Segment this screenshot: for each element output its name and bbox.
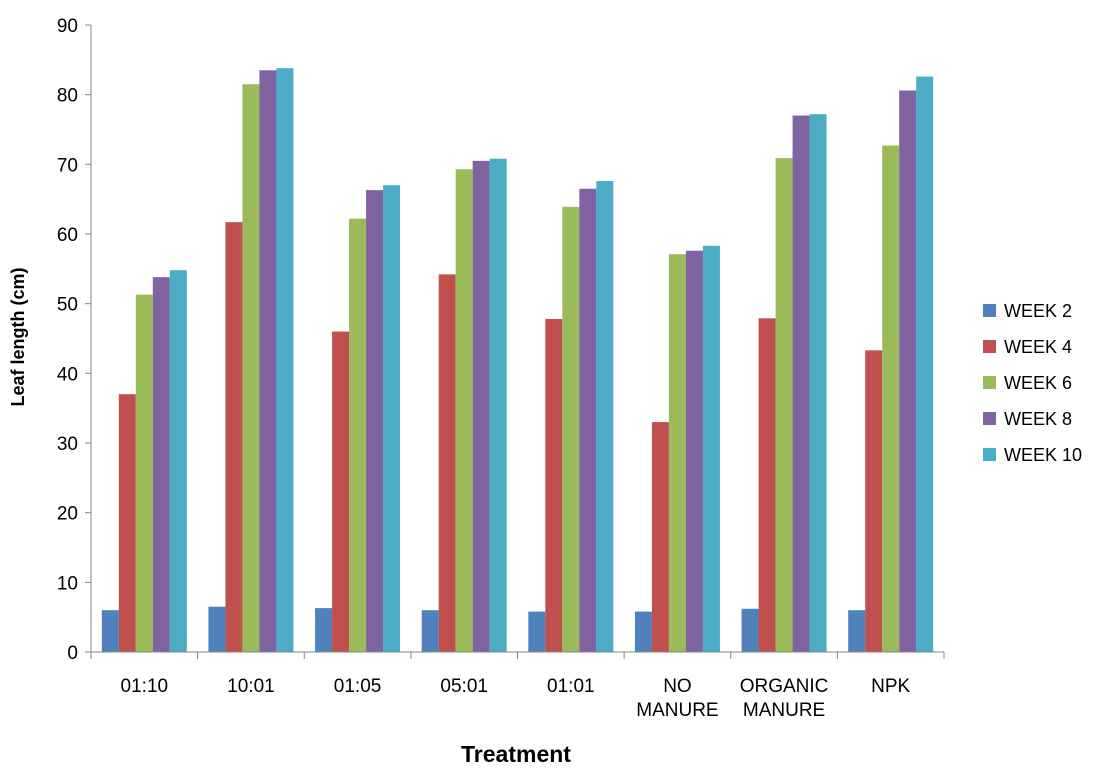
y-tick-label: 50 (57, 295, 78, 316)
bar (848, 610, 866, 652)
legend-label: WEEK 4 (1004, 337, 1072, 357)
bar (455, 169, 473, 652)
bar (596, 181, 614, 652)
bar (489, 158, 507, 652)
legend-swatch (983, 412, 996, 425)
bar (349, 218, 367, 652)
x-tick-label: 10:01 (227, 676, 275, 697)
bar (528, 611, 546, 652)
legend-label: WEEK 2 (1004, 301, 1072, 321)
bar (809, 114, 827, 652)
legend-swatch (983, 376, 996, 389)
x-tick-label: 05:01 (440, 676, 488, 697)
axes (90, 25, 945, 659)
bar (242, 84, 260, 652)
bar (916, 76, 934, 652)
y-tick-label: 40 (57, 364, 78, 385)
legend-label: WEEK 6 (1004, 373, 1072, 393)
y-tick-label: 0 (67, 643, 78, 664)
bar (101, 610, 119, 652)
x-tick-label: 01:10 (121, 676, 169, 697)
bar (225, 222, 243, 652)
bar (421, 610, 439, 652)
bar (702, 245, 720, 653)
y-axis-ticks: 0 10 20 30 40 50 60 70 80 90 (57, 16, 91, 664)
y-tick-label: 70 (57, 155, 78, 176)
bar (383, 185, 401, 652)
bar (882, 145, 900, 653)
bar (118, 394, 136, 652)
bar (169, 270, 187, 652)
x-tick-label: NPK (871, 676, 910, 697)
x-tick-label: 01:05 (334, 676, 382, 697)
bars (101, 68, 934, 653)
bar (438, 274, 456, 652)
bar (792, 115, 810, 653)
x-tick-label: ORGANIC MANURE (740, 676, 829, 721)
bar (899, 90, 917, 652)
legend-swatch (983, 448, 996, 461)
y-tick-label: 10 (57, 573, 78, 594)
x-axis-tick-labels: 01:10 10:01 01:05 05:01 01:01 NO MANURE ORGANIC… (121, 676, 911, 721)
bar (315, 608, 333, 652)
bar (332, 331, 350, 652)
bar (152, 277, 170, 652)
bar (741, 608, 759, 652)
bar (259, 70, 277, 653)
y-tick-label: 30 (57, 434, 78, 455)
bar (276, 68, 294, 652)
bar (758, 318, 776, 652)
bar (562, 206, 580, 652)
legend: WEEK 2 WEEK 4 WEEK 6 WEEK 8 WEEK 10 (983, 301, 1082, 465)
y-tick-label: 60 (57, 225, 78, 246)
legend-label: WEEK 8 (1004, 409, 1072, 429)
legend-label: WEEK 10 (1004, 445, 1082, 465)
bar (865, 350, 883, 652)
y-tick-label: 90 (57, 16, 78, 37)
x-axis-title: Treatment (461, 741, 571, 766)
bar (545, 318, 563, 652)
legend-swatch (983, 304, 996, 317)
bar (634, 611, 652, 652)
bar (685, 250, 703, 652)
bar (775, 158, 793, 652)
bar (472, 160, 490, 652)
y-tick-label: 80 (57, 86, 78, 107)
bar (208, 606, 226, 652)
legend-swatch (983, 340, 996, 353)
y-tick-label: 20 (57, 504, 78, 525)
y-axis-title: Leaf length (cm) (8, 267, 28, 406)
bar (135, 294, 153, 652)
bar (668, 254, 686, 652)
bar (366, 190, 384, 653)
x-tick-label: NO MANURE (636, 676, 718, 721)
x-tick-label: 01:01 (547, 676, 595, 697)
bar (651, 422, 669, 652)
bar (579, 188, 597, 652)
